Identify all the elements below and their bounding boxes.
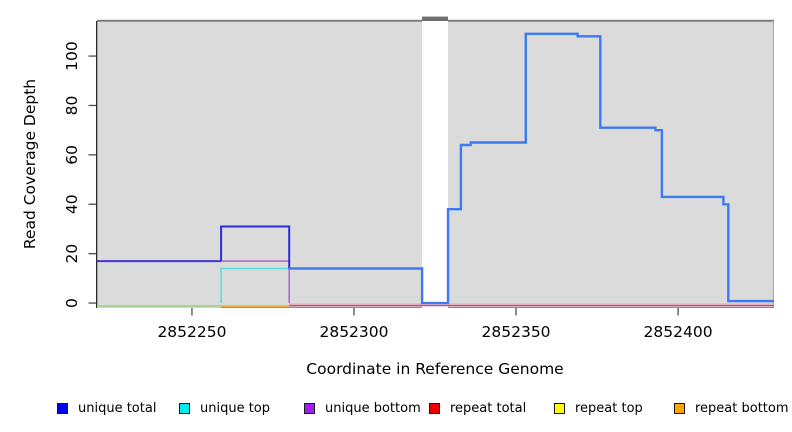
series-unique-total-step (220, 225, 291, 269)
y-tick-label: 0 (63, 298, 81, 308)
y-tick-label: 100 (63, 41, 81, 71)
no-data-gap (422, 13, 448, 308)
plot-border-right (772, 21, 774, 308)
x-axis-title: Coordinate in Reference Genome (306, 360, 564, 378)
series-unique-top (220, 267, 290, 304)
y-tick-label: 80 (63, 96, 81, 116)
x-tick-label: 2852400 (644, 323, 713, 341)
y-tick-label: 20 (63, 244, 81, 264)
no-data-gap-cap (422, 16, 448, 21)
x-tick-label: 2852350 (482, 323, 551, 341)
y-axis-line (96, 21, 98, 308)
y-tick-label: 40 (63, 194, 81, 214)
x-tick-label: 2852250 (157, 323, 226, 341)
y-axis-title: Read Coverage Depth (21, 78, 39, 250)
x-tick-label: 2852300 (319, 323, 388, 341)
y-tick-label: 60 (63, 145, 81, 165)
series-unique-total-right (289, 32, 774, 305)
